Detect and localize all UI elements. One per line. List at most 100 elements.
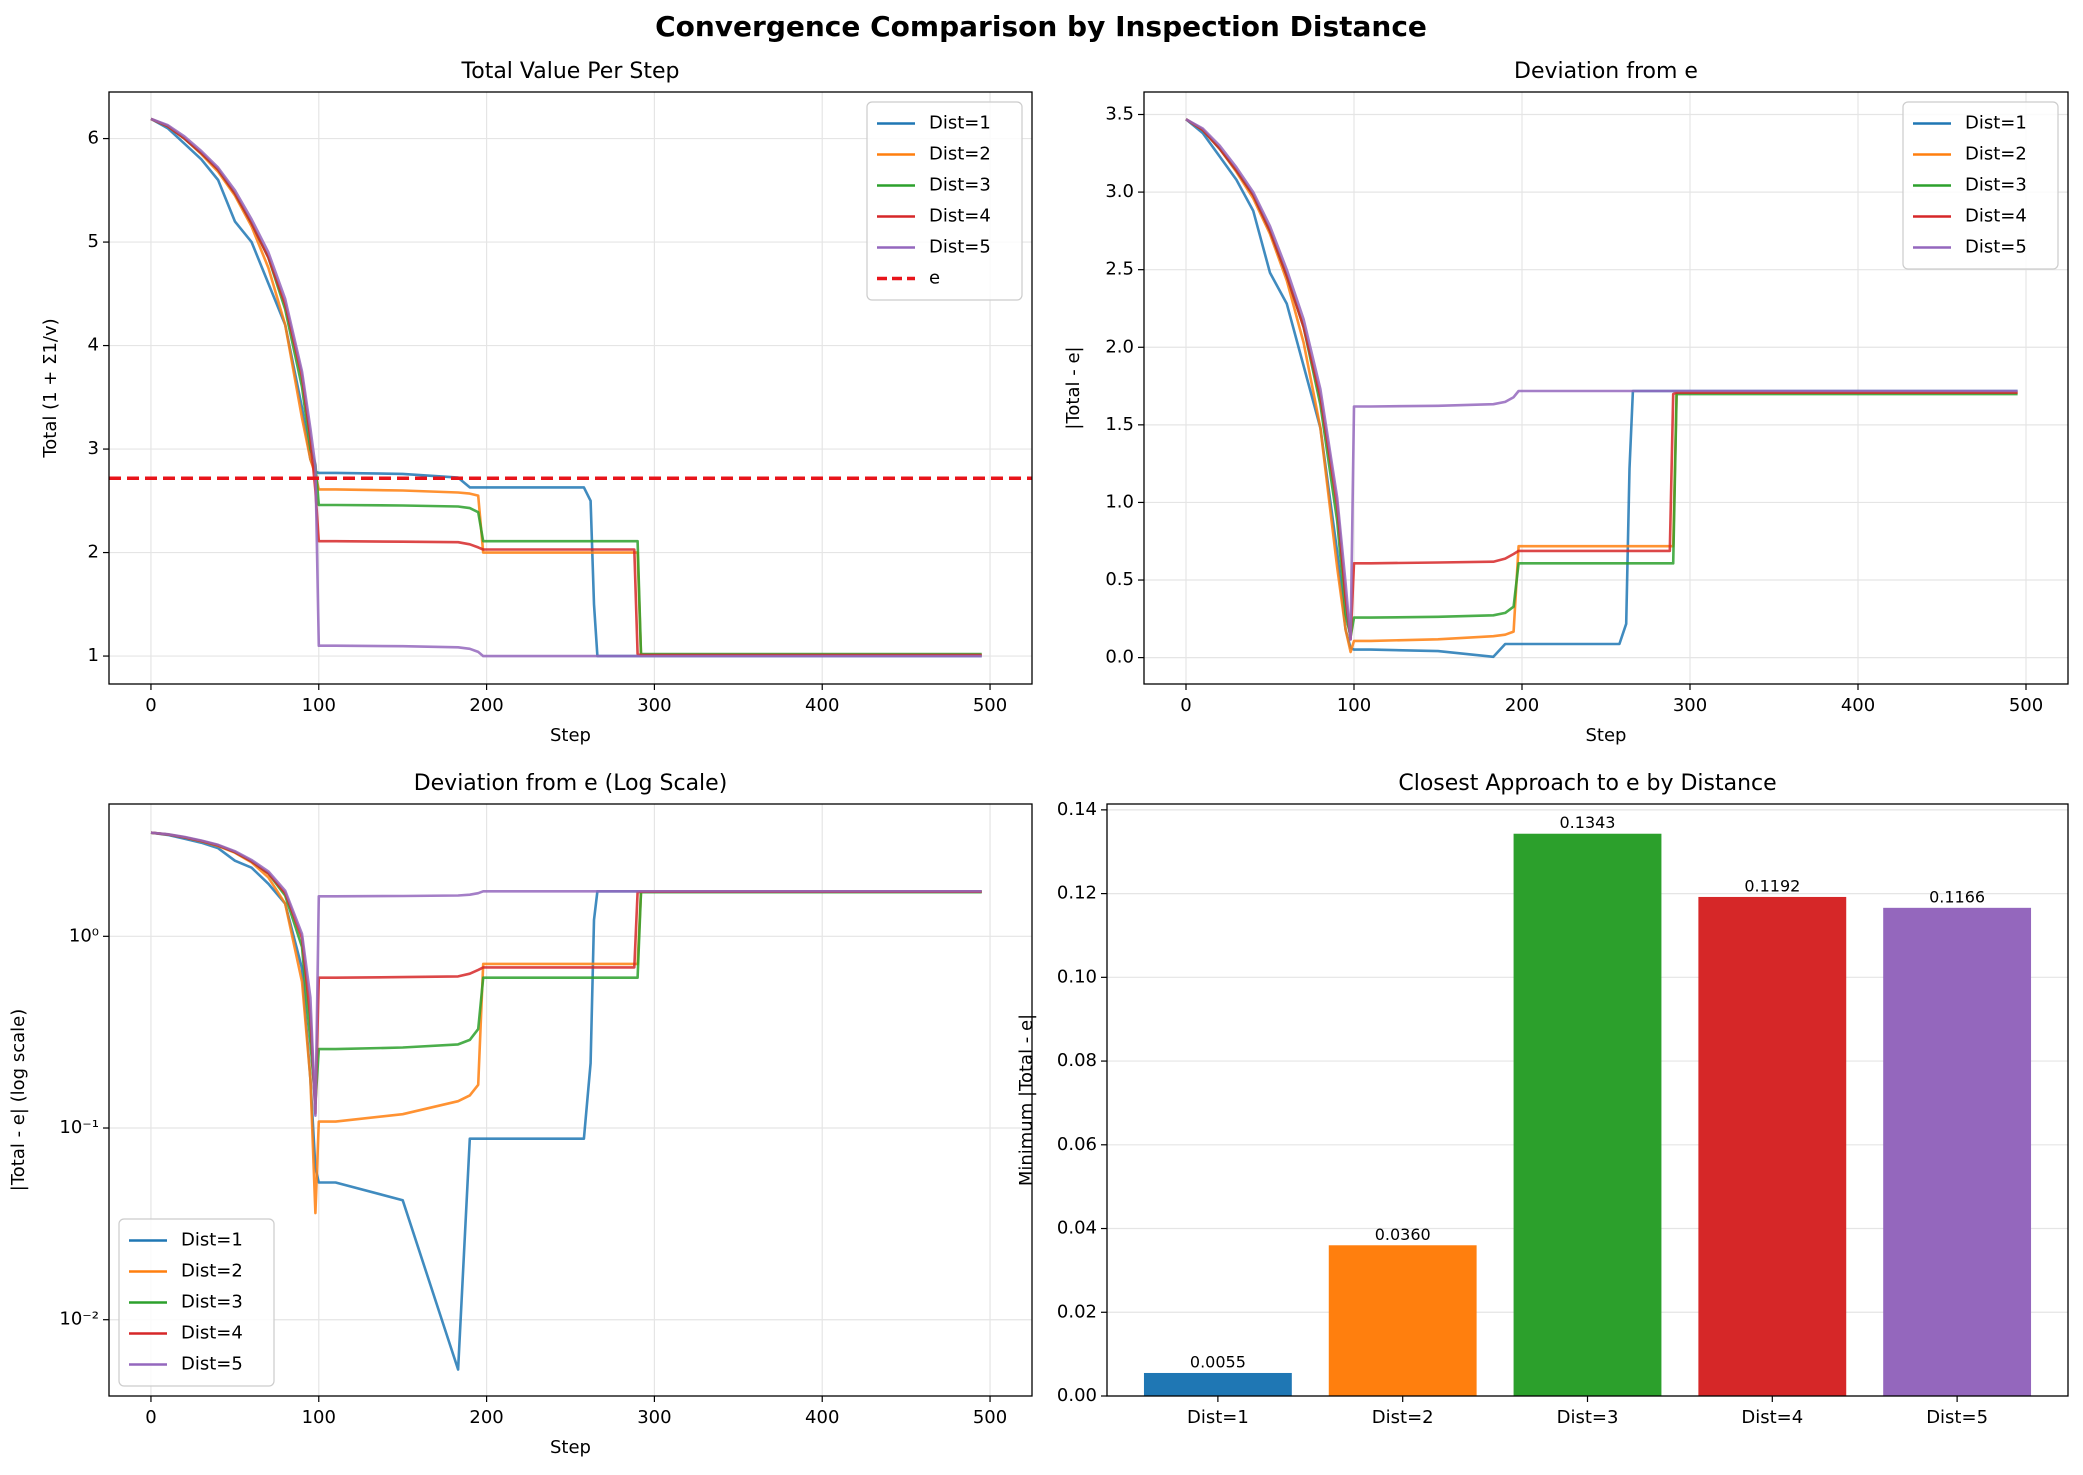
y-tick-label: 1 — [88, 645, 99, 666]
y-tick-label: 5 — [88, 231, 99, 252]
y-tick-label: 2 — [88, 542, 99, 563]
y-tick-label: 3.5 — [1105, 104, 1134, 125]
x-tick-label: 0 — [1180, 695, 1191, 716]
legend-label: Dist=2 — [1965, 144, 2027, 165]
x-tick-label: 200 — [1505, 695, 1539, 716]
legend-label: Dist=2 — [929, 144, 991, 165]
x-tick-label: 400 — [805, 1407, 839, 1428]
bar — [1328, 1245, 1477, 1396]
legend: Dist=1 Dist=2 Dist=3 Dist=4 Dist=5 e — [866, 101, 1023, 301]
series-line — [150, 831, 982, 1117]
series-line — [150, 117, 982, 658]
x-tick-label: Dist=5 — [1926, 1407, 1988, 1428]
y-tick-label: 6 — [88, 128, 99, 149]
panel: Total Value Per Step Step Total (1 + Σ1/v)… — [40, 59, 1033, 746]
y-tick-label: 0.12 — [1057, 883, 1097, 904]
panel-title: Deviation from e — [1514, 59, 1698, 84]
bar — [1883, 907, 2032, 1396]
legend-label: Dist=1 — [181, 1230, 243, 1251]
plot-frame — [1106, 803, 2069, 1397]
legend-label: e — [929, 268, 940, 289]
y-tick-label: 4 — [88, 335, 99, 356]
legend-box — [118, 1218, 275, 1387]
x-axis-label: Step — [550, 1437, 591, 1458]
x-tick-label: 400 — [1841, 695, 1875, 716]
panel-title: Total Value Per Step — [461, 59, 680, 84]
legend-label: Dist=4 — [181, 1323, 243, 1344]
x-axis-label: Step — [550, 725, 591, 746]
panel-title: Closest Approach to e by Distance — [1398, 771, 1776, 796]
x-tick-label: 0 — [145, 695, 156, 716]
x-axis-label: Step — [1586, 725, 1627, 746]
x-tick-label: Dist=2 — [1372, 1407, 1434, 1428]
x-tick-label: 100 — [302, 1407, 336, 1428]
x-tick-label: 100 — [1337, 695, 1371, 716]
x-tick-label: 500 — [973, 1407, 1007, 1428]
legend-label: Dist=1 — [929, 113, 991, 134]
y-tick-label: 1.5 — [1105, 414, 1134, 435]
y-tick-label: 0.02 — [1057, 1301, 1097, 1322]
y-axis-label: Minimum |Total - e| — [1016, 1014, 1037, 1186]
y-tick-label: 0.08 — [1057, 1050, 1097, 1071]
x-tick-label: 300 — [1673, 695, 1707, 716]
x-tick-label: 300 — [637, 1407, 671, 1428]
bar-value-label: 0.0360 — [1375, 1225, 1431, 1244]
y-tick-label: 0.0 — [1105, 647, 1134, 668]
x-tick-label: 500 — [973, 695, 1007, 716]
y-axis-label: |Total - e| — [1063, 346, 1084, 429]
x-tick-label: Dist=3 — [1557, 1407, 1619, 1428]
legend-label: Dist=3 — [181, 1292, 243, 1313]
series-line — [1185, 118, 2018, 641]
legend-label: Dist=3 — [929, 175, 991, 196]
x-tick-label: 200 — [469, 1407, 503, 1428]
y-tick-label: 10⁰ — [69, 925, 99, 946]
x-tick-label: 400 — [805, 695, 839, 716]
y-tick-label: 10⁻¹ — [59, 1117, 99, 1138]
bar-value-label: 0.1166 — [1929, 887, 1985, 906]
y-tick-label: 0.10 — [1057, 966, 1097, 987]
legend: Dist=1 Dist=2 Dist=3 Dist=4 Dist=5 — [1902, 101, 2059, 270]
panel: Deviation from e Step |Total - e| 0.0 0.5 1.0… — [1063, 59, 2069, 746]
y-tick-label: 3 — [88, 438, 99, 459]
legend-box — [1902, 101, 2059, 270]
bar — [1143, 1372, 1292, 1396]
y-tick-label: 0.00 — [1057, 1385, 1097, 1406]
y-tick-label: 0.04 — [1057, 1218, 1097, 1239]
panel-title: Deviation from e (Log Scale) — [414, 771, 728, 796]
legend-box — [866, 101, 1023, 301]
bar-value-label: 0.0055 — [1190, 1352, 1246, 1371]
legend-label: Dist=2 — [181, 1261, 243, 1282]
x-tick-label: Dist=4 — [1741, 1407, 1803, 1428]
legend-label: Dist=4 — [929, 206, 991, 227]
x-tick-label: 500 — [2009, 695, 2043, 716]
legend: Dist=1 Dist=2 Dist=3 Dist=4 Dist=5 — [118, 1218, 275, 1387]
bar-value-label: 0.1343 — [1560, 813, 1616, 832]
legend-label: Dist=5 — [929, 237, 991, 258]
panel: Closest Approach to e by Distance Minimum… — [1016, 771, 2069, 1428]
legend-label: Dist=3 — [1965, 175, 2027, 196]
x-tick-label: 200 — [469, 695, 503, 716]
y-tick-label: 2.5 — [1105, 259, 1134, 280]
panel: Deviation from e (Log Scale) Step |Total -… — [8, 771, 1033, 1458]
series-line — [1185, 118, 2018, 641]
y-tick-label: 10⁻² — [59, 1309, 99, 1330]
plot-frame — [108, 91, 1033, 685]
x-tick-label: 100 — [302, 695, 336, 716]
plot-frame — [1143, 91, 2069, 685]
bar-value-label: 0.1192 — [1744, 876, 1800, 895]
figure-title: Convergence Comparison by Inspection Dis… — [655, 10, 1427, 43]
y-axis-label: |Total - e| (log scale) — [8, 1009, 29, 1192]
legend-label: Dist=5 — [1965, 237, 2027, 258]
y-tick-label: 1.0 — [1105, 491, 1134, 512]
x-tick-label: 0 — [145, 1407, 156, 1428]
legend-label: Dist=4 — [1965, 206, 2027, 227]
x-tick-label: 300 — [637, 695, 671, 716]
legend-label: Dist=5 — [181, 1354, 243, 1375]
y-tick-label: 2.0 — [1105, 336, 1134, 357]
plot-frame — [108, 803, 1033, 1397]
y-tick-label: 3.0 — [1105, 181, 1134, 202]
series-line — [150, 117, 982, 657]
bar — [1513, 833, 1662, 1396]
legend-label: Dist=1 — [1965, 113, 2027, 134]
